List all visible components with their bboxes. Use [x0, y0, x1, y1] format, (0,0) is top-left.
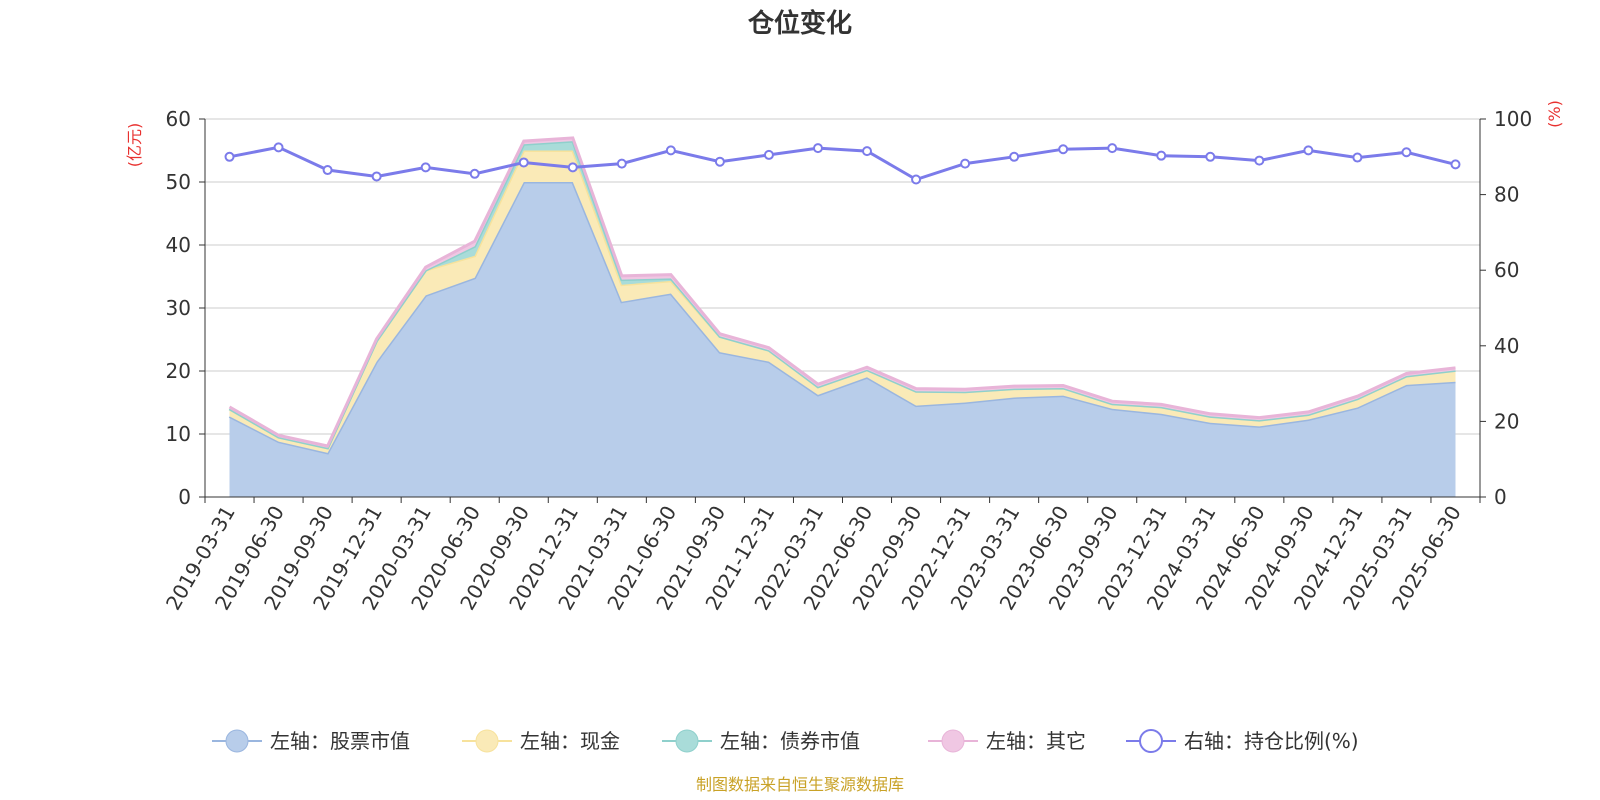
legend-item: 左轴：股票市值 — [212, 729, 410, 753]
legend: 左轴：股票市值 左轴：现金 左轴：债券市值 左轴：其它 右轴：持仓比例(%) — [212, 729, 1359, 753]
ratio-point — [960, 158, 971, 169]
left-tick-label: 0 — [178, 485, 191, 509]
ratio-point — [1058, 144, 1069, 155]
left-tick-label: 20 — [166, 359, 191, 383]
left-tick-label: 10 — [166, 422, 191, 446]
data-source-note: 制图数据来自恒生聚源数据库 — [696, 775, 904, 794]
ratio-point — [1254, 155, 1265, 166]
legend-label: 左轴：现金 — [520, 729, 620, 753]
left-tick-label: 30 — [166, 296, 191, 320]
ratio-point — [273, 142, 284, 153]
ratio-point — [322, 165, 333, 176]
ratio-line — [224, 142, 1461, 185]
left-axis-unit: (亿元) — [125, 123, 144, 168]
ratio-point — [714, 156, 725, 167]
ratio-point — [862, 146, 873, 157]
stacked-areas — [228, 136, 1456, 497]
ratio-point — [1303, 145, 1314, 156]
area-series-0 — [229, 182, 1456, 497]
ratio-point — [371, 171, 382, 182]
legend-circle-icon — [225, 729, 249, 753]
legend-circle-icon — [675, 729, 699, 753]
ratio-point — [911, 174, 922, 185]
right-tick-label: 100 — [1494, 107, 1532, 131]
right-tick-label: 20 — [1494, 409, 1519, 433]
area-series-line-3 — [228, 136, 1456, 448]
ratio-point — [763, 149, 774, 160]
ratio-point — [469, 168, 480, 179]
right-tick-label: 80 — [1494, 183, 1519, 207]
ratio-point — [567, 162, 578, 173]
legend-item: 左轴：债券市值 — [662, 729, 860, 753]
left-tick-label: 40 — [166, 233, 191, 257]
ratio-point — [616, 158, 627, 169]
ratio-point — [812, 143, 823, 154]
ratio-point — [1156, 150, 1167, 161]
right-tick-label: 40 — [1494, 334, 1519, 358]
legend-item: 右轴：持仓比例(%) — [1126, 729, 1359, 753]
legend-hollow-circle-icon — [1139, 729, 1163, 753]
legend-item: 左轴：其它 — [928, 729, 1086, 753]
legend-circle-icon — [941, 729, 965, 753]
ratio-point — [1450, 159, 1461, 170]
ratio-point — [518, 157, 529, 168]
legend-label: 左轴：债券市值 — [720, 729, 860, 753]
ratio-point — [665, 145, 676, 156]
ratio-point — [1009, 151, 1020, 162]
ratio-point — [1205, 151, 1216, 162]
right-axis-unit: (%) — [1545, 100, 1564, 128]
ratio-point — [1401, 147, 1412, 158]
left-tick-label: 60 — [166, 107, 191, 131]
right-tick-label: 0 — [1494, 485, 1507, 509]
legend-label: 左轴：股票市值 — [270, 729, 410, 753]
ratio-point — [420, 162, 431, 173]
ratio-point — [224, 151, 235, 162]
ratio-point — [1352, 152, 1363, 163]
ratio-series-line — [229, 145, 1456, 182]
chart-title: 仓位变化 — [747, 8, 852, 39]
legend-label: 右轴：持仓比例(%) — [1184, 729, 1359, 753]
left-tick-label: 50 — [166, 170, 191, 194]
right-tick-label: 60 — [1494, 258, 1519, 282]
ratio-point — [1107, 143, 1118, 154]
legend-item: 左轴：现金 — [462, 729, 620, 753]
legend-label: 左轴：其它 — [986, 729, 1086, 753]
legend-circle-icon — [475, 729, 499, 753]
